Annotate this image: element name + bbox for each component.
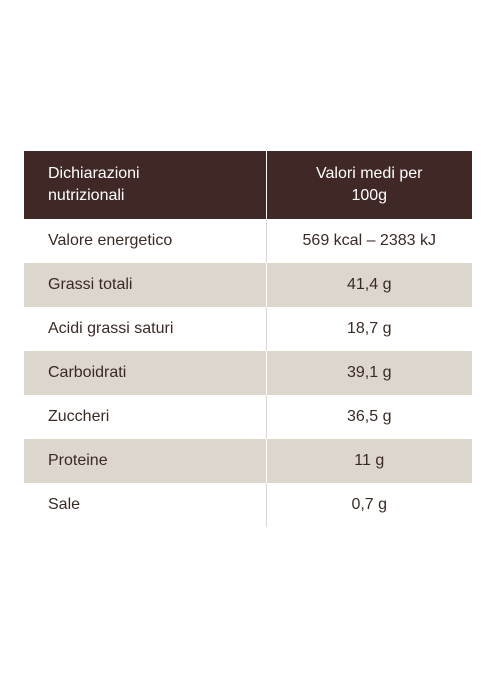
table-row: Grassi totali 41,4 g xyxy=(24,263,472,307)
nutrient-value: 0,7 g xyxy=(266,483,472,527)
table-row: Valore energetico 569 kcal – 2383 kJ xyxy=(24,219,472,263)
nutrition-table: Dichiarazioni nutrizionali Valori medi p… xyxy=(24,151,472,527)
nutrient-name: Proteine xyxy=(24,439,267,483)
table-row: Acidi grassi saturi 18,7 g xyxy=(24,307,472,351)
table-body: Valore energetico 569 kcal – 2383 kJ Gra… xyxy=(24,219,472,527)
table-row: Sale 0,7 g xyxy=(24,483,472,527)
table-header: Dichiarazioni nutrizionali Valori medi p… xyxy=(24,151,472,219)
nutrient-name: Valore energetico xyxy=(24,219,267,263)
header-value-line-2: 100g xyxy=(351,187,388,204)
nutrient-value: 11 g xyxy=(266,439,472,483)
table-row: Proteine 11 g xyxy=(24,439,472,483)
header-average-values: Valori medi per 100g xyxy=(266,151,472,219)
nutrient-value: 569 kcal – 2383 kJ xyxy=(266,219,472,263)
nutrient-name: Zuccheri xyxy=(24,395,267,439)
header-value-line-1: Valori medi per xyxy=(316,165,423,182)
table-row: Carboidrati 39,1 g xyxy=(24,351,472,395)
table-row: Zuccheri 36,5 g xyxy=(24,395,472,439)
nutrient-value: 18,7 g xyxy=(266,307,472,351)
header-name-line-1: Dichiarazioni xyxy=(48,165,140,182)
nutrient-name: Sale xyxy=(24,483,267,527)
nutrient-value: 36,5 g xyxy=(266,395,472,439)
nutrient-value: 41,4 g xyxy=(266,263,472,307)
nutrient-value: 39,1 g xyxy=(266,351,472,395)
nutrient-name: Grassi totali xyxy=(24,263,267,307)
header-row: Dichiarazioni nutrizionali Valori medi p… xyxy=(24,151,472,219)
nutrient-name: Acidi grassi saturi xyxy=(24,307,267,351)
header-name-line-2: nutrizionali xyxy=(48,187,125,204)
nutrient-name: Carboidrati xyxy=(24,351,267,395)
header-nutrition-declaration: Dichiarazioni nutrizionali xyxy=(24,151,267,219)
